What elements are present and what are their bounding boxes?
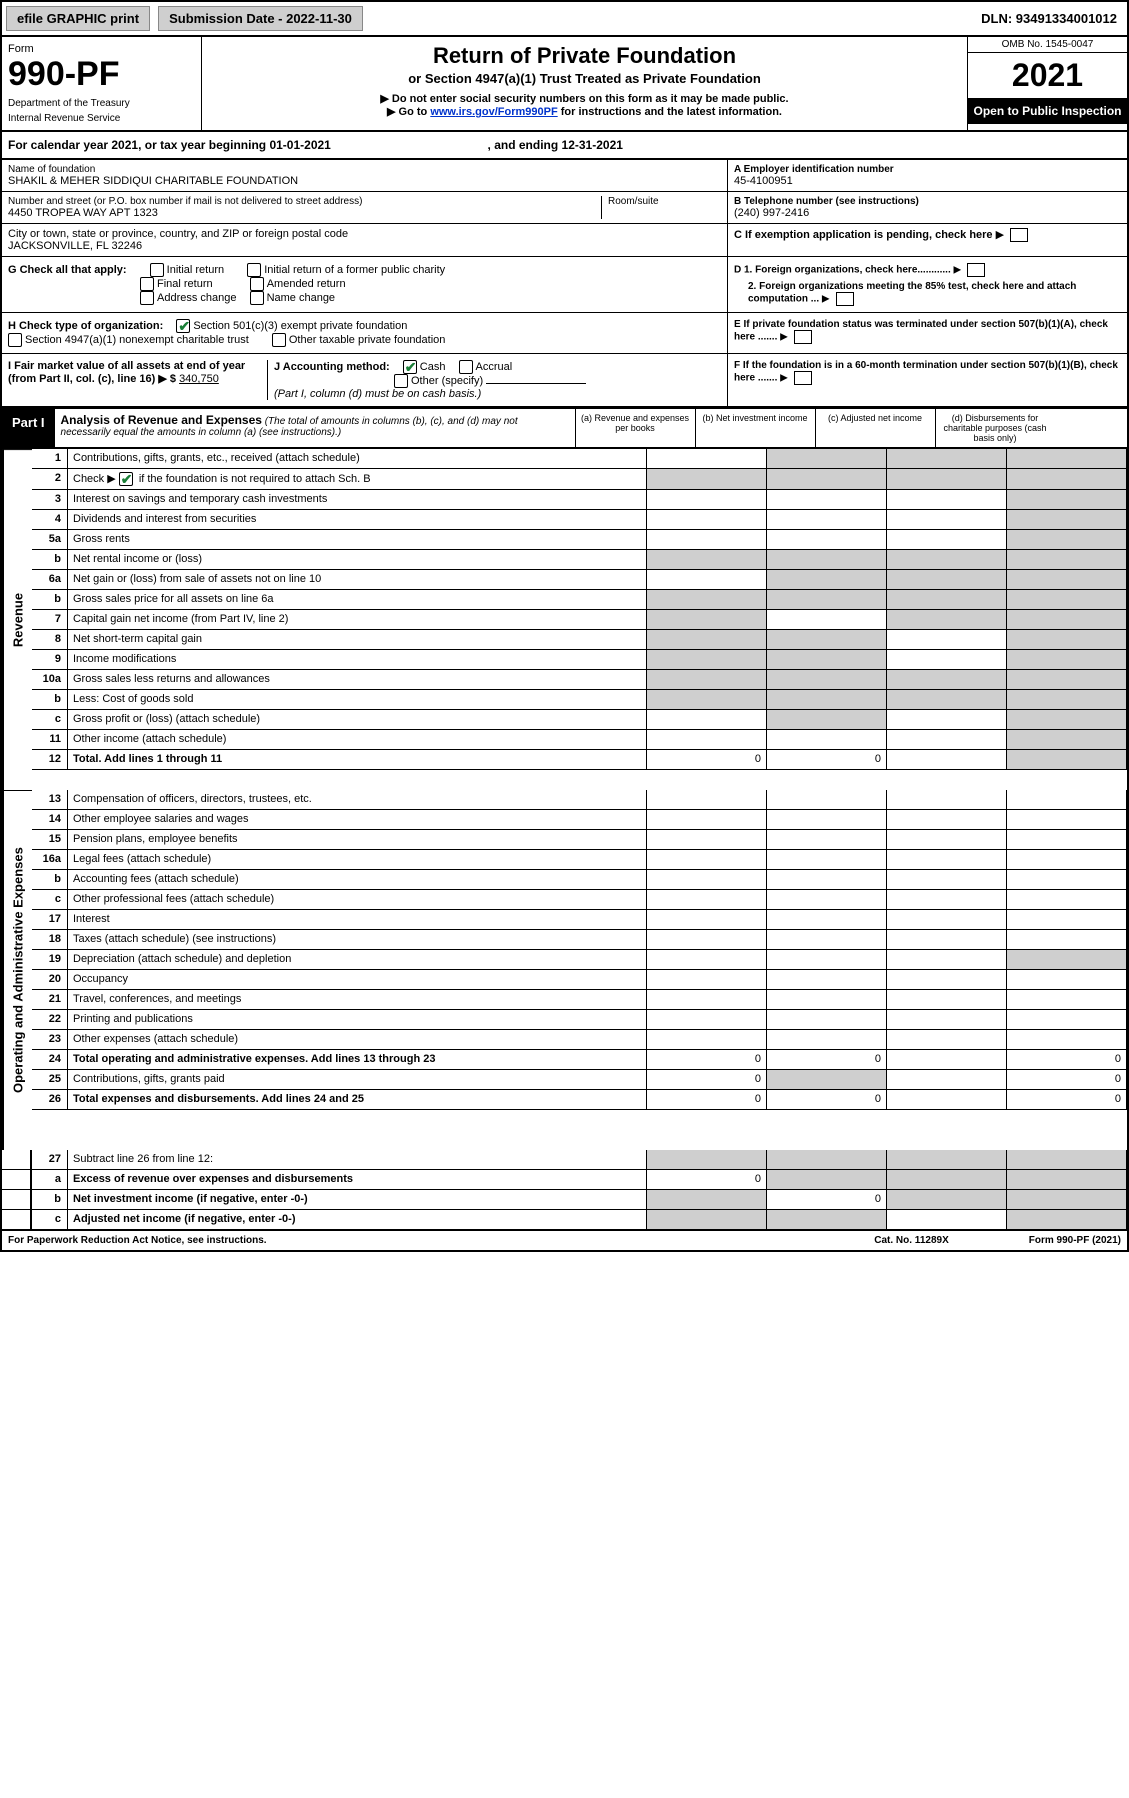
e-checkbox[interactable] [794, 330, 812, 344]
d2-checkbox[interactable] [836, 292, 854, 306]
g-initial-checkbox[interactable] [150, 263, 164, 277]
foundation-name-cell: Name of foundation SHAKIL & MEHER SIDDIQ… [2, 160, 727, 192]
c-exemption-cell: C If exemption application is pending, c… [728, 224, 1127, 246]
j-accrual-checkbox[interactable] [459, 360, 473, 374]
col-d-header: (d) Disbursements for charitable purpose… [935, 409, 1055, 447]
f-section: F If the foundation is in a 60-month ter… [727, 354, 1127, 406]
dept-treasury: Department of the Treasury [8, 98, 195, 109]
header-right: OMB No. 1545-0047 2021 Open to Public In… [967, 37, 1127, 130]
g-initial-former-checkbox[interactable] [247, 263, 261, 277]
entity-left: Name of foundation SHAKIL & MEHER SIDDIQ… [2, 160, 727, 256]
efile-print-button[interactable]: efile GRAPHIC print [6, 6, 150, 31]
i-j-left: I Fair market value of all assets at end… [2, 354, 727, 406]
schb-checkbox[interactable] [119, 472, 133, 486]
d1-checkbox[interactable] [967, 263, 985, 277]
omb-number: OMB No. 1545-0047 [968, 37, 1127, 53]
note-ssn: ▶ Do not enter social security numbers o… [208, 92, 961, 105]
instructions-link[interactable]: www.irs.gov/Form990PF [430, 106, 557, 118]
h-e-section: H Check type of organization: Section 50… [2, 313, 1127, 354]
g-final-checkbox[interactable] [140, 277, 154, 291]
irs-label: Internal Revenue Service [8, 113, 195, 124]
expenses-side-label: Operating and Administrative Expenses [2, 790, 32, 1150]
topbar: efile GRAPHIC print Submission Date - 20… [2, 2, 1127, 37]
note-link: ▶ Go to www.irs.gov/Form990PF for instru… [208, 105, 961, 118]
header-left: Form 990-PF Department of the Treasury I… [2, 37, 202, 130]
form-footer: Form 990-PF (2021) [1029, 1235, 1121, 1246]
g-section: G Check all that apply: Initial return I… [2, 257, 727, 312]
phone-cell: B Telephone number (see instructions) (2… [728, 192, 1127, 224]
d-section: D 1. Foreign organizations, check here..… [727, 257, 1127, 312]
col-a-header: (a) Revenue and expenses per books [575, 409, 695, 447]
address-row: Number and street (or P.O. box number if… [2, 192, 727, 224]
open-to-public: Open to Public Inspection [968, 98, 1127, 124]
form-number: 990-PF [8, 55, 195, 94]
ein-cell: A Employer identification number 45-4100… [728, 160, 1127, 192]
g-name-change-checkbox[interactable] [250, 291, 264, 305]
form-title: Return of Private Foundation [208, 43, 961, 69]
revenue-side-label: Revenue [2, 449, 32, 790]
h-other-checkbox[interactable] [272, 333, 286, 347]
footer: For Paperwork Reduction Act Notice, see … [2, 1230, 1127, 1250]
entity-right: A Employer identification number 45-4100… [727, 160, 1127, 256]
calendar-year-line: For calendar year 2021, or tax year begi… [2, 132, 1127, 160]
fmv-value: 340,750 [179, 373, 219, 385]
cat-number: Cat. No. 11289X [874, 1235, 948, 1246]
h-4947-checkbox[interactable] [8, 333, 22, 347]
header-middle: Return of Private Foundation or Section … [202, 37, 967, 130]
city-cell: City or town, state or province, country… [2, 224, 727, 256]
j-other-checkbox[interactable] [394, 374, 408, 388]
entity-section: Name of foundation SHAKIL & MEHER SIDDIQ… [2, 160, 1127, 257]
col-b-header: (b) Net investment income [695, 409, 815, 447]
dln: DLN: 93491334001012 [971, 7, 1127, 30]
form-label: Form [8, 43, 195, 55]
part1-grid: Revenue 1Contributions, gifts, grants, e… [2, 449, 1127, 1230]
g-addr-change-checkbox[interactable] [140, 291, 154, 305]
j-cash-checkbox[interactable] [403, 360, 417, 374]
submission-date: Submission Date - 2022-11-30 [158, 6, 363, 31]
h-501c3-checkbox[interactable] [176, 319, 190, 333]
g-amended-checkbox[interactable] [250, 277, 264, 291]
i-j-f-section: I Fair market value of all assets at end… [2, 354, 1127, 407]
form-subtitle: or Section 4947(a)(1) Trust Treated as P… [208, 71, 961, 86]
e-section: E If private foundation status was termi… [727, 313, 1127, 353]
g-d-section: G Check all that apply: Initial return I… [2, 257, 1127, 313]
col-c-header: (c) Adjusted net income [815, 409, 935, 447]
form-page: efile GRAPHIC print Submission Date - 20… [0, 0, 1129, 1252]
part1-label: Part I [2, 409, 55, 447]
part1-title: Analysis of Revenue and Expenses (The to… [55, 409, 575, 447]
paperwork-notice: For Paperwork Reduction Act Notice, see … [8, 1235, 267, 1246]
part1-header: Part I Analysis of Revenue and Expenses … [2, 407, 1127, 449]
h-section: H Check type of organization: Section 50… [2, 313, 727, 353]
c-checkbox[interactable] [1010, 228, 1028, 242]
f-checkbox[interactable] [794, 371, 812, 385]
tax-year: 2021 [968, 53, 1127, 98]
form-header: Form 990-PF Department of the Treasury I… [2, 37, 1127, 132]
